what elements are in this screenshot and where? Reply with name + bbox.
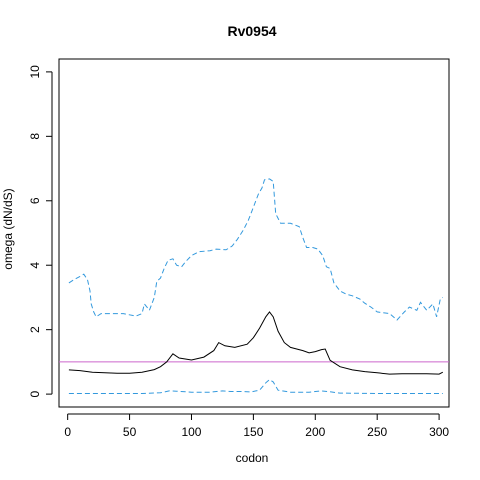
x-tick-label: 300: [429, 425, 449, 439]
x-tick-label: 250: [367, 425, 387, 439]
x-axis: 0 50 100 150 200 250 300: [64, 413, 449, 439]
y-axis: 0 2 4 6 8 10: [28, 65, 53, 397]
plot-frame: [58, 58, 450, 408]
y-tick-label: 2: [28, 326, 42, 333]
y-tick-label: 4: [28, 262, 42, 269]
x-tick-label: 0: [64, 425, 71, 439]
chart-title: Rv0954: [227, 23, 276, 39]
x-tick-label: 200: [305, 425, 325, 439]
x-tick-label: 50: [123, 425, 137, 439]
confidence-bound-line-2: [68, 378, 443, 394]
x-tick-label: 100: [181, 425, 201, 439]
y-axis-label: omega (dN/dS): [1, 188, 15, 269]
confidence-bound-line-1: [68, 178, 444, 321]
y-tick-label: 6: [28, 197, 42, 204]
x-axis-label: codon: [236, 451, 269, 465]
x-tick-label: 150: [243, 425, 263, 439]
y-tick-label: 10: [28, 65, 42, 79]
series-layer: [59, 178, 449, 394]
omega-line-0: [68, 311, 444, 375]
y-tick-label: 0: [28, 390, 42, 397]
y-tick-label: 8: [28, 133, 42, 140]
